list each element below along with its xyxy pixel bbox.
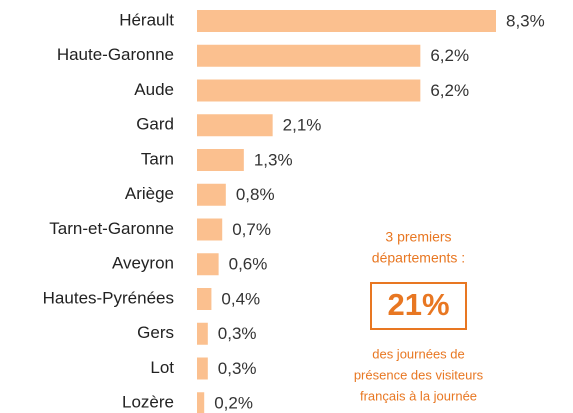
value-label: 0,6% [229, 255, 268, 274]
value-label: 0,7% [232, 220, 271, 239]
value-label: 0,3% [218, 359, 257, 378]
category-label: Lot [150, 358, 174, 377]
bar [197, 218, 223, 241]
bar [197, 44, 421, 67]
category-label: Tarn [141, 149, 174, 168]
value-label: 0,2% [214, 394, 253, 413]
bar [197, 288, 212, 310]
bar [197, 183, 226, 206]
bar [197, 79, 421, 102]
category-label: Hautes-Pyrénées [43, 288, 174, 307]
bar [197, 357, 208, 380]
value-label: 0,4% [221, 289, 260, 308]
bar [197, 392, 205, 413]
value-label: 6,2% [430, 46, 469, 65]
highlight-value: 21% [387, 287, 449, 322]
category-label: Ariège [125, 184, 174, 203]
category-label: Haute-Garonne [57, 45, 174, 64]
bar [197, 253, 219, 276]
bar [197, 322, 208, 345]
category-label: Tarn-et-Garonne [49, 219, 174, 238]
annotation-text: départements : [372, 250, 465, 266]
category-label: Hérault [119, 10, 174, 29]
category-label: Aveyron [112, 254, 174, 273]
value-label: 1,3% [254, 150, 293, 169]
category-label: Aude [134, 80, 174, 99]
bar [197, 149, 244, 171]
value-label: 0,8% [236, 185, 275, 204]
category-label: Lozère [122, 393, 174, 412]
category-label: Gard [136, 115, 174, 134]
highlight-box [370, 282, 467, 330]
annotation-text: 3 premiers [385, 229, 451, 245]
category-label: Gers [137, 323, 174, 342]
annotation-text: français à la journée [360, 388, 477, 403]
annotation-text: des journées de [372, 346, 465, 361]
annotation-text: présence des visiteurs [354, 367, 484, 382]
value-label: 2,1% [283, 116, 322, 135]
bar [197, 10, 496, 32]
value-label: 6,2% [430, 81, 469, 100]
value-label: 8,3% [506, 11, 545, 30]
bar [197, 114, 273, 137]
value-label: 0,3% [218, 324, 257, 343]
